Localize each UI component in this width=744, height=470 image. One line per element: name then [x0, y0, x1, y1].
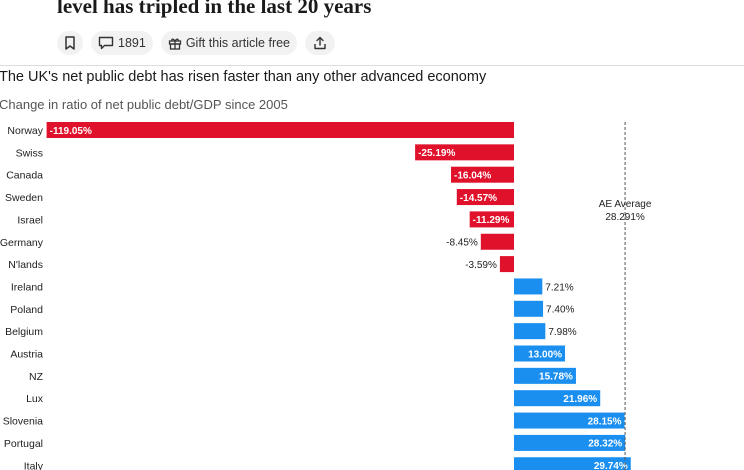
category-label: Ireland	[11, 281, 43, 293]
gift-label: Gift this article free	[185, 36, 291, 50]
bookmark-icon	[64, 36, 76, 50]
article-toolbar: 1891 Gift this article free	[57, 30, 336, 56]
bar	[514, 367, 576, 384]
comment-icon	[98, 36, 114, 50]
value-label: 13.00%	[528, 349, 562, 360]
ae-average-label: AE Average	[599, 199, 652, 210]
value-label: -3.59%	[465, 260, 497, 271]
bar	[514, 412, 625, 429]
bar	[499, 256, 514, 273]
value-label: 7.21%	[545, 282, 573, 293]
bar	[456, 189, 514, 206]
bar-chart: Norway -119.05% Swiss -25.19% Canada -16.04% S…	[0, 122, 652, 470]
save-button[interactable]	[57, 31, 83, 55]
value-label: -16.04%	[454, 171, 491, 182]
bar	[46, 122, 514, 138]
value-label: 28.32%	[588, 439, 622, 450]
value-label: -25.19%	[418, 148, 455, 159]
category-label: Portugal	[4, 438, 43, 450]
category-label: Slovenia	[3, 416, 43, 428]
bar	[514, 323, 546, 340]
bar	[514, 434, 626, 451]
comments-button[interactable]: 1891	[91, 31, 153, 55]
bar	[514, 300, 544, 317]
value-label: 7.40%	[546, 305, 574, 316]
bar	[469, 211, 514, 228]
category-label: Swiss	[16, 147, 43, 159]
bar	[514, 345, 566, 362]
value-label: 29.74%	[594, 461, 628, 470]
bar	[451, 166, 514, 183]
chart-title: The UK's net public debt has risen faste…	[0, 69, 487, 85]
value-label: -119.05%	[50, 126, 92, 137]
gift-article-button[interactable]: Gift this article free	[160, 31, 298, 55]
category-label: Italy	[24, 460, 44, 470]
value-label: -8.45%	[446, 238, 478, 249]
share-icon	[313, 36, 327, 50]
bar	[480, 233, 514, 250]
bar	[514, 390, 601, 407]
gift-icon	[168, 37, 182, 50]
value-label: 21.96%	[563, 394, 597, 405]
bar	[514, 457, 631, 470]
category-label: Germany	[0, 237, 44, 249]
bar	[415, 144, 514, 161]
category-label: Belgium	[5, 326, 43, 338]
category-label: Austria	[10, 349, 43, 361]
value-label: 28.15%	[588, 416, 622, 427]
value-label: -11.29%	[473, 215, 510, 226]
article-headline: level has tripled in the last 20 years	[57, 0, 372, 18]
category-label: Sweden	[5, 192, 43, 204]
category-label: Canada	[6, 170, 43, 182]
category-label: Norway	[7, 125, 43, 137]
category-label: Israel	[17, 214, 43, 226]
comment-count: 1891	[118, 36, 146, 50]
chart-subtitle: Change in ratio of net public debt/GDP s…	[0, 97, 288, 112]
value-label: 15.78%	[539, 372, 573, 383]
category-label: Poland	[10, 304, 43, 316]
share-button[interactable]	[305, 31, 336, 55]
category-label: NZ	[29, 371, 44, 383]
ae-average-value: 28.291%	[605, 212, 645, 223]
value-label: -14.57%	[460, 193, 497, 204]
category-label: N'lands	[8, 259, 43, 271]
category-label: Lux	[26, 393, 44, 405]
bar	[514, 278, 543, 295]
value-label: 7.98%	[548, 327, 576, 338]
header-divider	[0, 65, 744, 66]
